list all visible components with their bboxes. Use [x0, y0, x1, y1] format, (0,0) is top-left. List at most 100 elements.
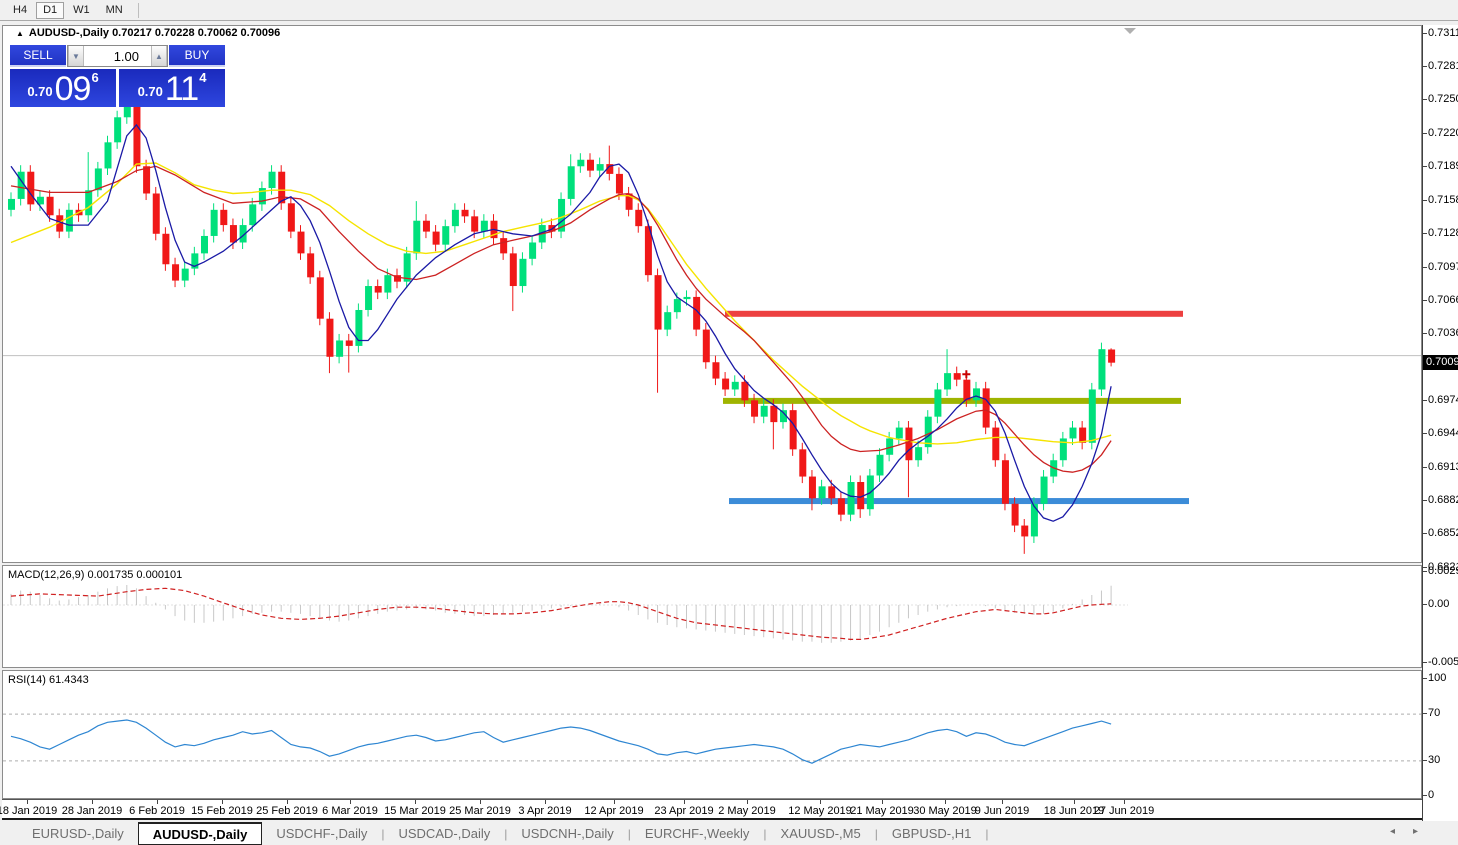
buy-price-small: 0.70 — [137, 84, 163, 99]
date-axis-label: 25 Feb 2019 — [256, 805, 318, 817]
macd-chart — [3, 585, 1128, 643]
tab-separator: | — [874, 826, 878, 841]
price-axis-label: 0.69440 — [1428, 427, 1458, 440]
axis-tick — [1423, 604, 1427, 605]
chart-tab-xauusd-m5[interactable]: XAUUSD-,M5 — [780, 826, 861, 841]
buy-price-panel[interactable]: 0.70 11 4 — [119, 69, 225, 107]
axis-tick — [1423, 99, 1427, 101]
price-axis-label: 0.68210 — [1428, 561, 1458, 573]
price-axis-label: 0.70665 — [1428, 293, 1458, 306]
timeframe-toolbar: H4 D1 W1 MN — [0, 0, 1458, 21]
chart-symbol-label: AUDUSD-,Daily — [28, 27, 109, 39]
chart-tab-audusd-daily[interactable]: AUDUSD-,Daily — [137, 822, 263, 845]
rsi-axis-label: 70 — [1428, 707, 1441, 720]
plus-marker — [962, 370, 971, 379]
rsi-axis-label: 30 — [1428, 753, 1441, 766]
price-axis-label: 0.68520 — [1428, 527, 1458, 540]
date-axis-label: 28 Jan 2019 — [61, 805, 123, 817]
date-axis-label: 18 Jan 2019 — [0, 805, 58, 817]
price-chart-pane[interactable] — [2, 25, 1422, 563]
date-axis-label: 27 Jun 2019 — [1093, 805, 1155, 817]
axis-tick — [1423, 399, 1427, 401]
chevron-down-icon: ▼ — [72, 51, 80, 61]
date-axis[interactable]: 18 Jan 2019 28 Jan 2019 6 Feb 2019 15 Feb 2… — [0, 799, 1422, 820]
macd-signal-line — [10, 587, 1112, 641]
chart-title: ▲ AUDUSD-,Daily 0.70217 0.70228 0.70062 0… — [16, 27, 280, 39]
buy-button[interactable]: BUY — [169, 45, 225, 67]
date-tick — [480, 800, 481, 804]
rsi-label: RSI(14) 61.4343 — [8, 674, 89, 686]
tab-scroll-left-icon[interactable]: ◂ — [1389, 826, 1413, 837]
price-axis[interactable]: 0.73115 0.72810 0.72505 0.72200 0.71890 0.715… — [1422, 25, 1458, 821]
macd-label: MACD(12,26,9) 0.001735 0.000101 — [8, 569, 183, 581]
trade-controls-row: SELL ▼ ▲ BUY — [10, 45, 225, 67]
horizontal-line-mid-level — [723, 397, 1181, 404]
axis-tick — [1423, 299, 1427, 301]
axis-tick — [1423, 266, 1427, 268]
volume-decrease-button[interactable]: ▼ — [68, 46, 84, 66]
tab-separator: | — [627, 826, 631, 841]
timeframe-button-d1[interactable]: D1 — [36, 1, 65, 19]
axis-tick — [1423, 533, 1427, 535]
axis-tick — [1423, 500, 1427, 502]
chart-tab-eurusd-daily[interactable]: EURUSD-,Daily — [32, 826, 124, 841]
axis-tick — [1423, 570, 1427, 572]
price-axis-label: 0.71280 — [1428, 226, 1458, 239]
axis-tick — [1423, 759, 1427, 761]
date-axis-label: 30 May 2019 — [913, 805, 977, 817]
timeframe-button-w1[interactable]: W1 — [66, 2, 97, 19]
tab-separator: | — [381, 826, 385, 841]
date-tick — [27, 800, 28, 804]
price-axis-label: 0.71890 — [1428, 160, 1458, 173]
date-axis-label: 6 Feb 2019 — [129, 805, 185, 817]
chart-tab-usdcnh-daily[interactable]: USDCNH-,Daily — [521, 826, 614, 841]
date-axis-label: 12 Apr 2019 — [584, 805, 644, 817]
date-axis-label: 6 Mar 2019 — [322, 805, 378, 817]
rsi-indicator-pane[interactable]: RSI(14) 61.4343 — [2, 670, 1422, 799]
axis-tick — [1423, 199, 1427, 201]
buy-price-sup: 4 — [199, 70, 207, 85]
ma-slow-line — [10, 162, 1112, 445]
collapse-triangle-icon[interactable]: ▲ — [16, 29, 24, 38]
date-axis-label: 9 Jun 2019 — [974, 805, 1030, 817]
chart-tab-eurchf-weekly[interactable]: EURCHF-,Weekly — [644, 826, 750, 841]
axis-tick — [1423, 332, 1427, 334]
rsi-axis-label: 0 — [1428, 789, 1435, 801]
date-axis-label: 3 Apr 2019 — [518, 805, 572, 817]
date-axis-label: 15 Feb 2019 — [191, 805, 253, 817]
date-axis-label: 18 Jun 2019 — [1043, 805, 1105, 817]
tab-scroll-right-icon[interactable]: ▸ — [1412, 826, 1436, 837]
chart-tab-gbpusd-h1[interactable]: GBPUSD-,H1 — [891, 826, 972, 841]
date-tick — [92, 800, 93, 804]
date-tick — [1124, 800, 1125, 804]
macd-axis-label: 0.002984 — [1428, 564, 1458, 577]
tab-scroll-arrows: ◂▸ — [1390, 826, 1436, 837]
date-tick — [882, 800, 883, 804]
sell-price-panel[interactable]: 0.70 09 6 — [10, 69, 116, 107]
macd-axis-label: -0.00525 — [1428, 656, 1458, 669]
chart-tab-usdchf-daily[interactable]: USDCHF-,Daily — [276, 826, 368, 841]
axis-tick — [1423, 433, 1427, 435]
date-tick — [747, 800, 748, 804]
volume-input[interactable] — [84, 46, 151, 66]
macd-indicator-pane[interactable]: MACD(12,26,9) 0.001735 0.000101 — [2, 565, 1422, 668]
chart-tab-usdcad-daily[interactable]: USDCAD-,Daily — [398, 826, 491, 841]
timeframe-button-mn[interactable]: MN — [99, 2, 130, 19]
date-axis-label: 15 Mar 2019 — [384, 805, 446, 817]
axis-tick — [1423, 66, 1427, 68]
chevron-up-icon: ▲ — [155, 51, 163, 61]
date-tick — [545, 800, 546, 804]
rsi-axis-label: 100 — [1428, 672, 1447, 684]
price-axis-label: 0.69130 — [1428, 460, 1458, 473]
date-tick — [222, 800, 223, 804]
current-price-badge: 0.70096 — [1423, 354, 1458, 370]
sell-price-small: 0.70 — [27, 84, 53, 99]
horizontal-line-resistance — [725, 310, 1183, 317]
axis-tick — [1423, 795, 1427, 796]
timeframe-button-h4[interactable]: H4 — [6, 2, 34, 19]
chart-tab-bar: EURUSD-,Daily AUDUSD-,Daily USDCHF-,Daily |… — [0, 822, 1458, 845]
volume-increase-button[interactable]: ▲ — [151, 46, 167, 66]
sell-button[interactable]: SELL — [10, 45, 66, 67]
sell-price-big: 09 — [54, 70, 92, 109]
